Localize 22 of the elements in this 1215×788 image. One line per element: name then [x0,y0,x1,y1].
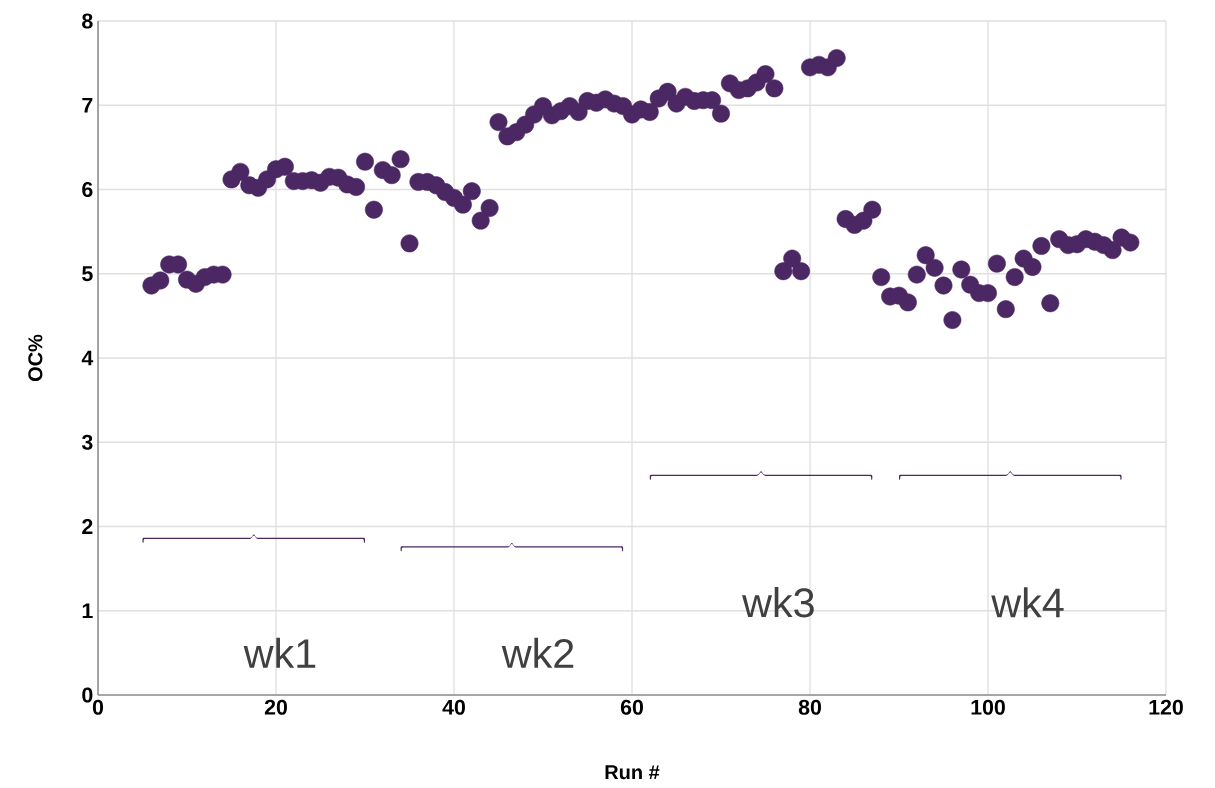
x-tick-label: 40 [442,699,465,715]
x-tick-label: 80 [798,699,821,715]
x-tick-label: 100 [971,699,1005,715]
annotation: wk2 [501,637,574,668]
y-tick-label: 3 [81,434,93,450]
annotation: wk1 [243,637,316,668]
y-tick-label: 8 [82,13,93,29]
y-tick-label: 2 [82,519,93,534]
x-tick-label: 60 [620,699,643,715]
y-tick-label: 1 [82,603,93,619]
annotation: wk4 [991,587,1064,618]
y-tick-label: 5 [82,266,93,282]
x-tick-label: 20 [264,699,287,715]
x-tick-label: 0 [92,699,104,715]
y-axis-title: OC% [28,334,43,382]
annotation: wk3 [742,587,814,618]
x-tick-label: 120 [1149,699,1183,715]
y-tick-label: 7 [82,97,93,113]
x-axis-title: Run # [605,765,660,780]
y-tick-label: 0 [82,687,93,703]
y-tick-label: 6 [82,181,93,198]
y-tick-label: 4 [81,350,94,366]
